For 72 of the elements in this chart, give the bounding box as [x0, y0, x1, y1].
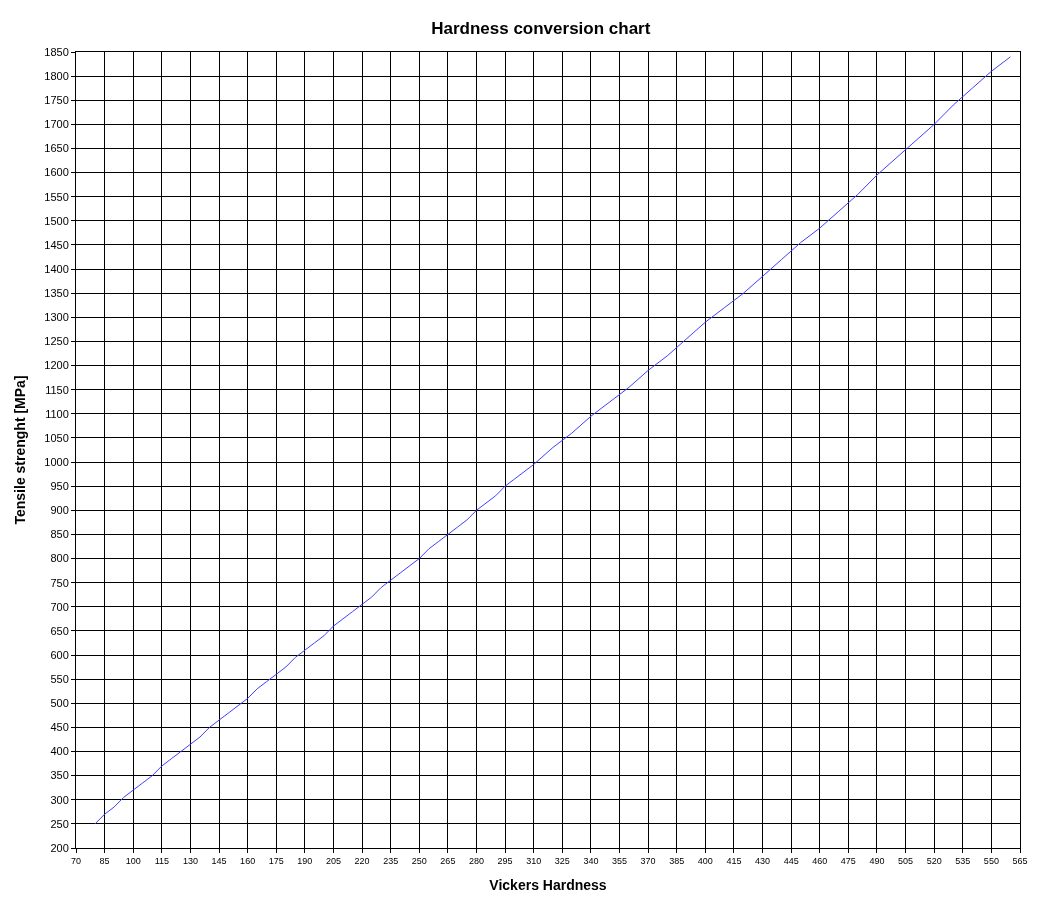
y-tick-label: 1300 [44, 311, 69, 324]
y-tick-label: 1600 [44, 166, 69, 179]
x-tick-label: 190 [297, 855, 313, 866]
x-tick-label: 280 [468, 855, 484, 866]
x-tick-label: 550 [983, 855, 999, 866]
x-tick-label: 445 [783, 855, 799, 866]
y-tick-label: 1700 [44, 118, 69, 131]
y-tick-label: 1500 [44, 214, 69, 227]
x-tick-label: 175 [268, 855, 284, 866]
x-tick-label: 295 [497, 855, 513, 866]
y-tick-label: 200 [50, 841, 69, 854]
x-axis-title: Vickers Hardness [489, 877, 607, 894]
y-tick-label: 300 [50, 793, 69, 806]
x-tick-label: 520 [926, 855, 942, 866]
x-tick-label: 145 [211, 855, 227, 866]
x-tick-label: 535 [955, 855, 971, 866]
y-tick-label: 800 [50, 552, 69, 565]
y-tick-label: 1400 [44, 262, 69, 275]
y-tick-label: 1000 [44, 455, 69, 468]
y-tick-label: 1550 [44, 190, 69, 203]
y-tick-label: 750 [50, 576, 69, 589]
y-tick-label: 1100 [45, 407, 69, 420]
x-tick-label: 430 [755, 855, 771, 866]
y-tick-label: 400 [50, 745, 69, 758]
x-tick-label: 160 [240, 855, 256, 866]
y-tick-label: 450 [50, 721, 69, 734]
x-tick-label: 205 [325, 855, 341, 866]
x-tick-label: 385 [669, 855, 685, 866]
y-tick-label: 250 [50, 817, 69, 830]
x-tick-label: 490 [869, 855, 885, 866]
x-tick-label: 85 [99, 855, 110, 866]
x-tick-label: 355 [612, 855, 628, 866]
x-tick-label: 235 [383, 855, 399, 866]
x-tick-label: 100 [125, 855, 141, 866]
line-series [94, 56, 1011, 825]
y-tick-label: 1750 [44, 94, 69, 107]
y-tick-label: 650 [50, 624, 69, 637]
y-tick-label: 950 [50, 480, 69, 493]
y-tick-label: 1650 [44, 142, 69, 155]
x-tick-label: 340 [583, 855, 599, 866]
y-tick-label: 1800 [44, 69, 69, 82]
y-tick-label: 1350 [44, 287, 69, 300]
y-tick-label: 550 [50, 673, 69, 685]
x-tick-label: 130 [182, 855, 198, 866]
y-tick-label: 600 [50, 648, 69, 661]
x-tick-label: 220 [354, 855, 370, 866]
y-tick-label: 350 [50, 769, 69, 782]
x-tick-label: 460 [812, 855, 828, 866]
y-tick-label: 1150 [45, 383, 69, 396]
y-tick-label: 700 [50, 600, 69, 613]
y-tick-label: 1850 [44, 45, 69, 58]
x-tick-label: 265 [440, 855, 456, 866]
y-tick-label: 900 [50, 504, 69, 517]
y-tick-label: 1450 [44, 238, 69, 251]
y-tick-label: 500 [50, 697, 69, 710]
y-tick-label: 1050 [44, 431, 69, 444]
y-tick-label: 1200 [44, 359, 69, 372]
x-tick-label: 505 [898, 855, 914, 866]
x-tick-label: 415 [726, 855, 742, 866]
x-tick-label: 310 [526, 855, 542, 866]
x-tick-label: 115 [154, 855, 169, 866]
x-tick-label: 370 [640, 855, 656, 866]
chart-title: Hardness conversion chart [431, 19, 651, 39]
x-tick-label: 400 [697, 855, 713, 866]
x-tick-label: 475 [840, 855, 856, 866]
x-tick-label: 250 [411, 855, 427, 866]
y-axis-title: Tensile strenght [MPa] [11, 375, 28, 525]
x-tick-label: 325 [554, 855, 570, 866]
y-tick-label: 850 [50, 528, 69, 541]
y-tick-label: 1250 [44, 335, 69, 348]
x-tick-label: 70 [70, 855, 82, 866]
x-tick-label: 565 [1012, 855, 1028, 866]
